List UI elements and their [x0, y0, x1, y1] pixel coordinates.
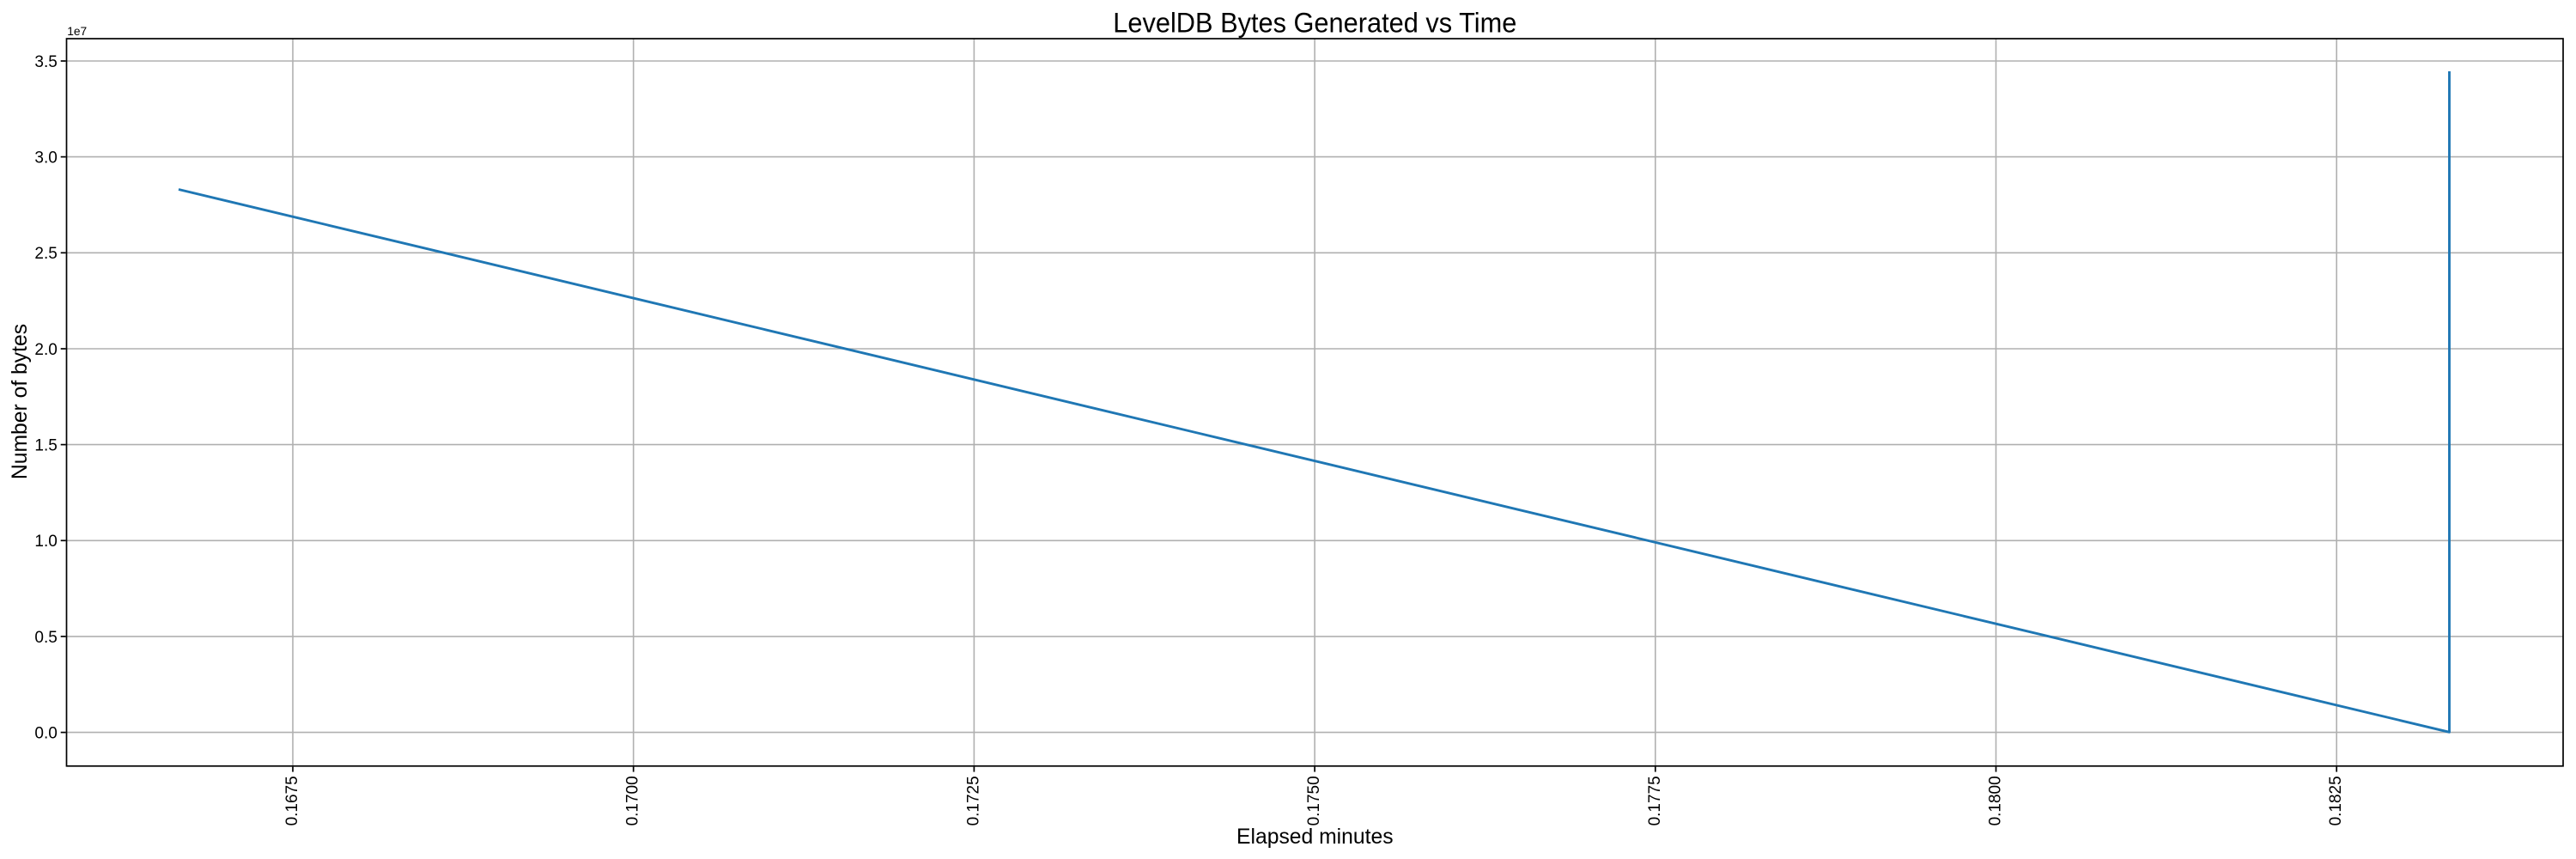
svg-text:3.0: 3.0	[34, 149, 57, 168]
svg-text:1.5: 1.5	[34, 437, 57, 455]
svg-text:0.0: 0.0	[34, 725, 57, 743]
svg-text:2.0: 2.0	[34, 341, 57, 359]
svg-text:LevelDB Bytes Generated vs Tim: LevelDB Bytes Generated vs Time	[1113, 8, 1516, 39]
svg-text:Elapsed minutes: Elapsed minutes	[1236, 825, 1394, 849]
svg-text:0.1775: 0.1775	[1646, 776, 1664, 825]
svg-text:0.1800: 0.1800	[1987, 776, 2005, 825]
svg-text:1.0: 1.0	[34, 533, 57, 551]
svg-text:0.1700: 0.1700	[624, 776, 642, 825]
svg-text:0.5: 0.5	[34, 629, 57, 647]
svg-text:2.5: 2.5	[34, 245, 57, 263]
svg-text:0.1675: 0.1675	[283, 776, 301, 825]
svg-text:0.1825: 0.1825	[2327, 776, 2345, 825]
svg-text:1e7: 1e7	[67, 25, 87, 39]
svg-text:0.1750: 0.1750	[1305, 776, 1323, 825]
svg-text:0.1725: 0.1725	[964, 776, 982, 825]
svg-text:Number of bytes: Number of bytes	[9, 324, 32, 479]
svg-text:3.5: 3.5	[34, 53, 57, 71]
